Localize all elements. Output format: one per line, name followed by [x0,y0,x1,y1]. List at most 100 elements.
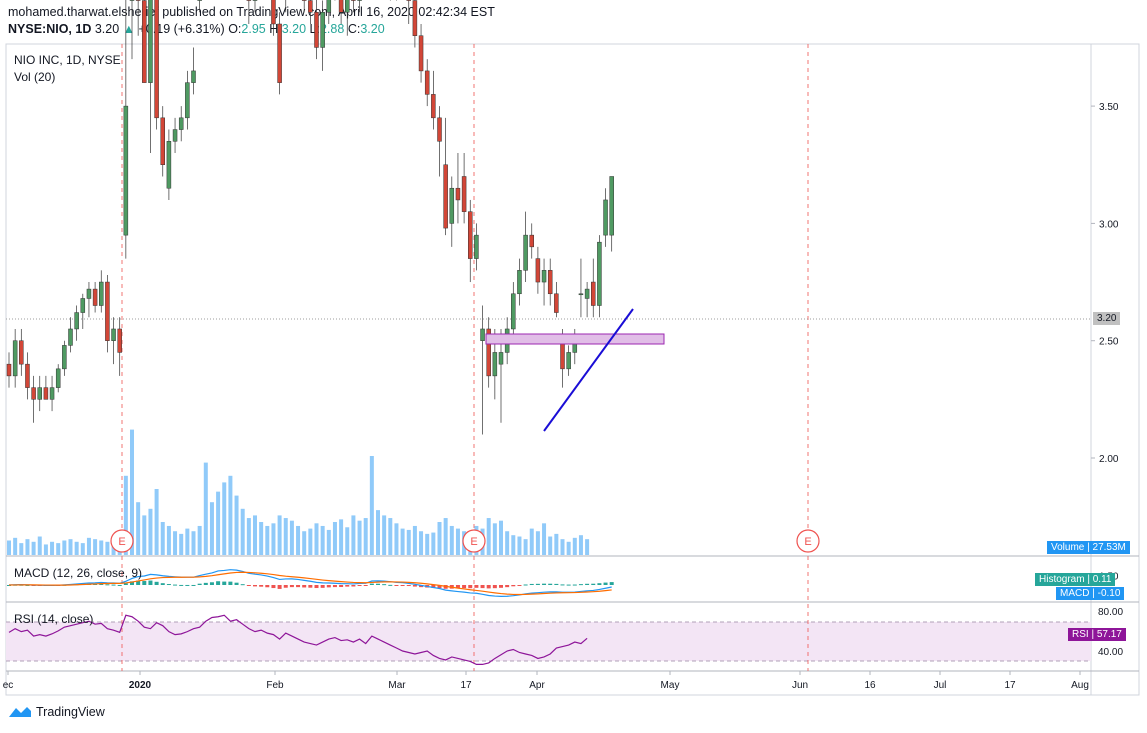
rsi-tag-label: RSI [1072,629,1089,640]
volume-bar [492,523,497,555]
time-axis-label: May [661,680,680,691]
candle-body [412,0,418,36]
candle-body [468,211,473,259]
earnings-marker [796,529,820,553]
earnings-marker-label: E [118,536,125,548]
volume-bar [136,502,141,555]
candle-body [547,270,553,295]
candle-body [338,0,344,13]
resistance-zone [485,333,665,345]
volume-bar [437,522,442,555]
candle-body [31,387,36,400]
candle-body [6,363,12,377]
macd-histogram-bar [499,585,503,588]
macd-histogram-bar [99,583,104,585]
candle-body [19,340,24,365]
volume-bar [376,510,380,555]
volume-bar [197,525,202,555]
macd-histogram-bar [382,584,387,586]
footer-logo[interactable]: TradingView [8,705,105,719]
time-axis-label: Aug [1071,680,1089,691]
macd-histogram-bar [474,585,479,588]
macd-histogram-bar [505,585,510,588]
candle-body [43,387,49,400]
candle-body [480,328,485,341]
candle-body [86,288,92,299]
volume-bar [142,515,147,555]
last-price: 3.20 [94,22,120,36]
time-axis-label: Mar [388,680,406,691]
macd-histogram-bar [572,584,577,586]
macd-histogram-bar [173,584,178,586]
candle-body [523,234,528,271]
volume-bar [209,502,214,555]
candle-body [326,0,332,13]
volume-bar [517,536,522,555]
candle-body [123,105,129,236]
macd-histogram-bar [136,580,141,585]
macd-tag-label: MACD [1060,588,1090,599]
candle-body [584,288,590,299]
candle-body [172,129,178,142]
macd-histogram-bar [597,583,602,585]
volume-bar [160,522,165,555]
candle-body [160,117,165,165]
macd-histogram-bar [117,584,122,586]
volume-bar [548,536,553,555]
macd-histogram-bar [296,585,301,588]
macd-histogram-bar [492,585,497,589]
macd-histogram-bar [259,585,264,587]
candle-body [529,234,534,248]
volume-bar [228,475,233,555]
candle-body [320,12,325,48]
volume-bar [7,540,11,555]
macd-histogram-bar [240,584,245,586]
macd-tag-value: -0.10 [1097,588,1121,599]
candle-body [492,352,498,377]
volume-bar [31,541,36,555]
volume-bar [111,543,116,555]
volume-bar [499,520,503,555]
volume-bar [382,515,387,555]
macd-histogram-bar [388,584,393,586]
volume-bar [19,543,24,555]
macd-histogram-bar [486,585,491,589]
volume-bar [394,523,399,555]
time-axis-label: 17 [460,680,472,691]
macd-histogram-bar [339,585,344,588]
volume-tag: Volume | 27.53M [1047,541,1130,554]
macd-histogram-bar [271,585,276,589]
macd-histogram-bar [578,584,583,586]
rsi-legend: RSI (14, close) [14,612,94,626]
macd-histogram-bar [535,583,540,585]
candle-body [597,241,602,306]
candle-body [277,23,282,83]
macd-histogram-bar [142,581,147,585]
volume-bar [203,462,208,555]
macd-histogram-bar [222,581,227,585]
volume-tag-value: 27.53M [1092,542,1126,553]
macd-histogram-bar [179,584,184,586]
candle-body [197,0,202,1]
volume-bar [443,518,448,555]
candle-body [37,387,42,400]
volume-bar [148,508,153,555]
volume-bar [314,523,319,555]
candle-body [185,82,190,119]
tradingview-logo-icon [9,707,31,717]
candle-body [418,35,424,72]
volume-bar [578,535,583,555]
volume-bar [400,528,405,555]
price-tag: 3.20 [1093,312,1121,325]
brand-name: TradingView [36,705,105,719]
macd-histogram-bar [591,583,596,585]
macd-histogram-bar [234,582,239,585]
macd-histogram-bar [123,583,128,585]
candle-body [74,312,79,330]
price-axis: 5.505.004.504.003.503.002.502.001.50 [1091,102,1119,582]
rsi-pane: 80.00 40.00 [8,607,1123,666]
volume-bar [308,528,313,555]
volume-bar [86,537,91,555]
volume-bar [80,543,85,555]
